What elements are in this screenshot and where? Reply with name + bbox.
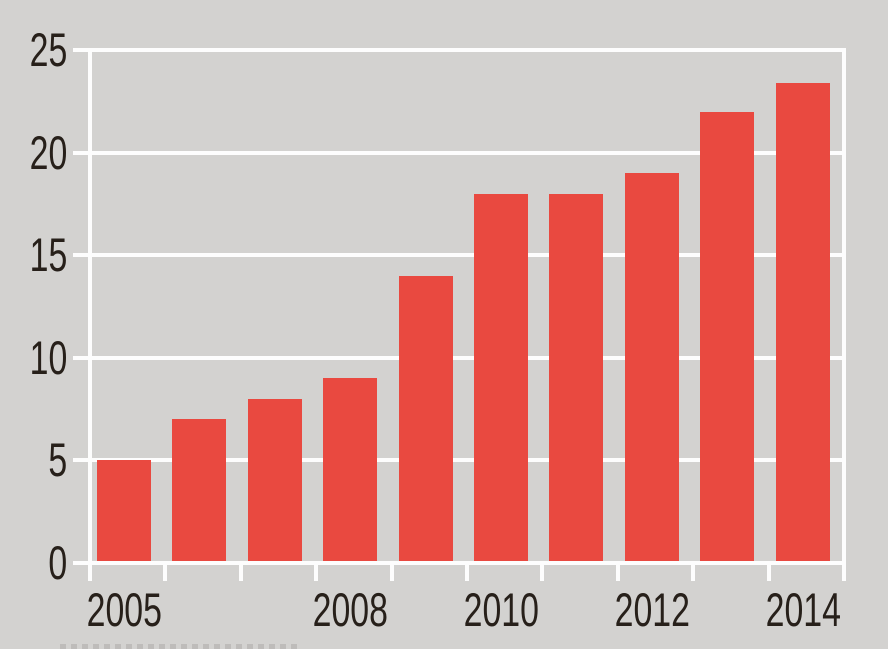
bar bbox=[97, 460, 151, 561]
y-axis-tick-label: 15 bbox=[0, 231, 67, 279]
x-axis-tick bbox=[465, 565, 469, 581]
gridline bbox=[73, 355, 846, 360]
y-axis-tick-label: 0 bbox=[0, 539, 67, 587]
bar bbox=[625, 173, 679, 561]
x-axis-tick-label-text: 2010 bbox=[463, 583, 539, 636]
x-axis-tick-label-text: 2008 bbox=[312, 583, 388, 636]
x-axis-tick-label-text: 2012 bbox=[614, 583, 690, 636]
y-axis-tick-label: 10 bbox=[0, 330, 67, 384]
plot-right-border-line bbox=[842, 50, 846, 565]
x-axis-tick-label: 2014 bbox=[733, 586, 873, 634]
bar bbox=[474, 193, 528, 561]
y-axis-tick-label-text: 20 bbox=[29, 125, 67, 179]
y-axis-tick-label: 5 bbox=[0, 436, 67, 484]
y-axis-tick-label: 20 bbox=[0, 125, 67, 179]
y-axis-tick-label-text: 25 bbox=[29, 23, 67, 76]
bar bbox=[248, 398, 302, 561]
y-axis-tick-label-text: 5 bbox=[48, 433, 67, 487]
bar bbox=[776, 82, 830, 561]
bar bbox=[549, 193, 603, 561]
x-axis-tick bbox=[540, 565, 544, 581]
x-axis-tick bbox=[616, 565, 620, 581]
x-axis-tick-label: 2010 bbox=[431, 586, 571, 634]
x-axis-tick-label: 2008 bbox=[280, 586, 420, 634]
x-axis-tick bbox=[842, 565, 846, 581]
x-axis-tick bbox=[88, 565, 92, 581]
x-axis-tick bbox=[691, 565, 695, 581]
gridline bbox=[73, 253, 846, 258]
x-axis-tick bbox=[390, 565, 394, 581]
gridline bbox=[73, 48, 846, 52]
bar bbox=[172, 419, 226, 561]
y-axis-tick-label-text: 10 bbox=[29, 330, 67, 384]
gridline bbox=[73, 458, 846, 463]
bar bbox=[399, 275, 453, 561]
x-axis-tick-label: 2005 bbox=[54, 586, 194, 634]
y-axis-tick-label-text: 15 bbox=[29, 228, 67, 282]
bar bbox=[700, 111, 754, 561]
x-axis-tick-label: 2012 bbox=[582, 586, 722, 634]
y-axis-tick-label-text: 0 bbox=[48, 536, 67, 589]
y-axis-tick-label: 25 bbox=[0, 26, 67, 74]
x-axis-tick bbox=[314, 565, 318, 581]
x-axis-tick bbox=[767, 565, 771, 581]
plot-left-border-line bbox=[88, 50, 92, 565]
x-axis-tick bbox=[163, 565, 167, 581]
gridline bbox=[73, 150, 846, 155]
cropped-caption-remnant bbox=[60, 644, 300, 649]
bar bbox=[323, 378, 377, 561]
x-axis-tick bbox=[239, 565, 243, 581]
gridline bbox=[73, 561, 846, 565]
x-axis-tick-label-text: 2014 bbox=[765, 583, 841, 636]
x-axis-tick-label-text: 2005 bbox=[86, 583, 162, 636]
